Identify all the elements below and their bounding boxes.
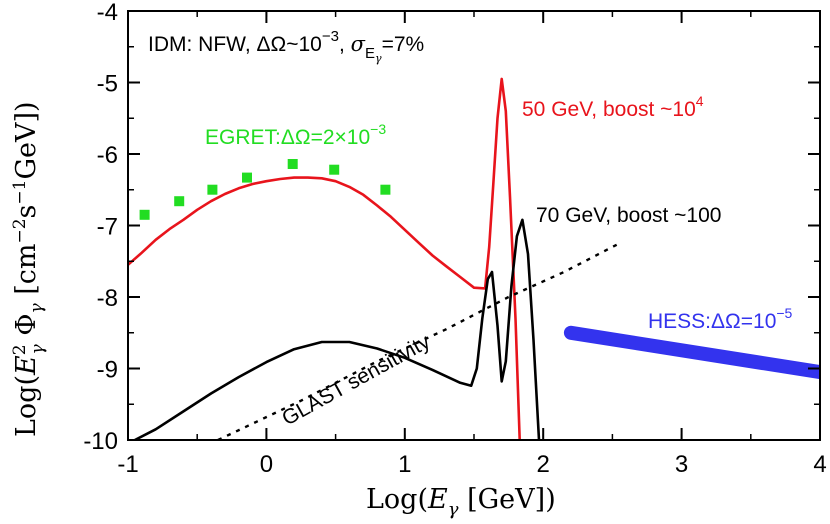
egret-label: EGRET:ΔΩ=2×10−3 [205, 121, 386, 149]
y-tick-label: -6 [97, 142, 118, 169]
x-tick-label: 4 [813, 451, 826, 478]
series-red-line [128, 77, 521, 440]
egret-point [174, 196, 185, 207]
x-tick-label: 0 [260, 451, 273, 478]
hess-label: HESS:ΔΩ=10−5 [648, 305, 793, 333]
egret-point [287, 159, 298, 169]
red-curve-label: 50 GeV, boost ~104 [522, 93, 704, 121]
x-tick-label: 2 [537, 451, 550, 478]
egret-point [380, 184, 391, 195]
header-annotation: IDM: NFW, ΔΩ~10−3, σEγ=7% [148, 28, 424, 65]
black-curve-label: 70 GeV, boost ~100 [536, 204, 721, 227]
y-tick-label: -8 [97, 285, 118, 312]
y-tick-label: -9 [97, 357, 118, 384]
egret-point [207, 184, 218, 195]
plot-area [128, 77, 820, 440]
y-tick-label: -5 [97, 71, 118, 98]
plot-frame [127, 10, 821, 441]
x-tick-label: -1 [117, 451, 138, 478]
series-glast-line [217, 242, 620, 440]
egret-point [329, 164, 340, 175]
axis-ticks: -1 0 1 2 3 4-4-5-6-7-8-9-10 [83, 0, 826, 478]
series-hess-line [563, 325, 820, 380]
y-tick-label: -7 [97, 214, 118, 241]
egret-point [242, 172, 252, 183]
series-black-line [134, 218, 541, 440]
egret-point [139, 209, 150, 220]
y-tick-label: -10 [83, 428, 118, 455]
x-tick-label: 1 [398, 451, 411, 478]
x-axis-title: Log(Eγ [GeV]) [366, 484, 556, 520]
y-tick-label: -4 [97, 0, 118, 26]
y-axis-title: Log(E2γ Φγ [cm−2s−1GeV]) [10, 101, 48, 437]
x-tick-label: 3 [675, 451, 688, 478]
